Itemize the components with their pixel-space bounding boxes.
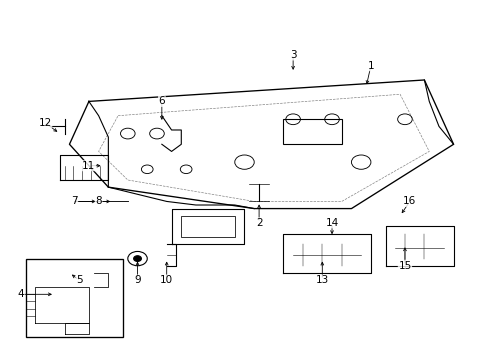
Text: 9: 9	[134, 275, 141, 285]
Text: 8: 8	[95, 197, 102, 206]
Text: 14: 14	[325, 218, 338, 228]
Text: 12: 12	[39, 118, 52, 128]
Text: 7: 7	[71, 197, 78, 206]
Text: 4: 4	[18, 289, 24, 299]
Text: 15: 15	[398, 261, 411, 271]
Circle shape	[133, 256, 141, 261]
Text: 16: 16	[403, 197, 416, 206]
Text: 10: 10	[160, 275, 173, 285]
Text: 13: 13	[315, 275, 328, 285]
Text: 1: 1	[367, 61, 373, 71]
Text: 11: 11	[82, 161, 95, 171]
Text: 2: 2	[255, 218, 262, 228]
Text: 5: 5	[76, 275, 82, 285]
Text: 6: 6	[158, 96, 165, 107]
Text: 3: 3	[289, 50, 296, 60]
